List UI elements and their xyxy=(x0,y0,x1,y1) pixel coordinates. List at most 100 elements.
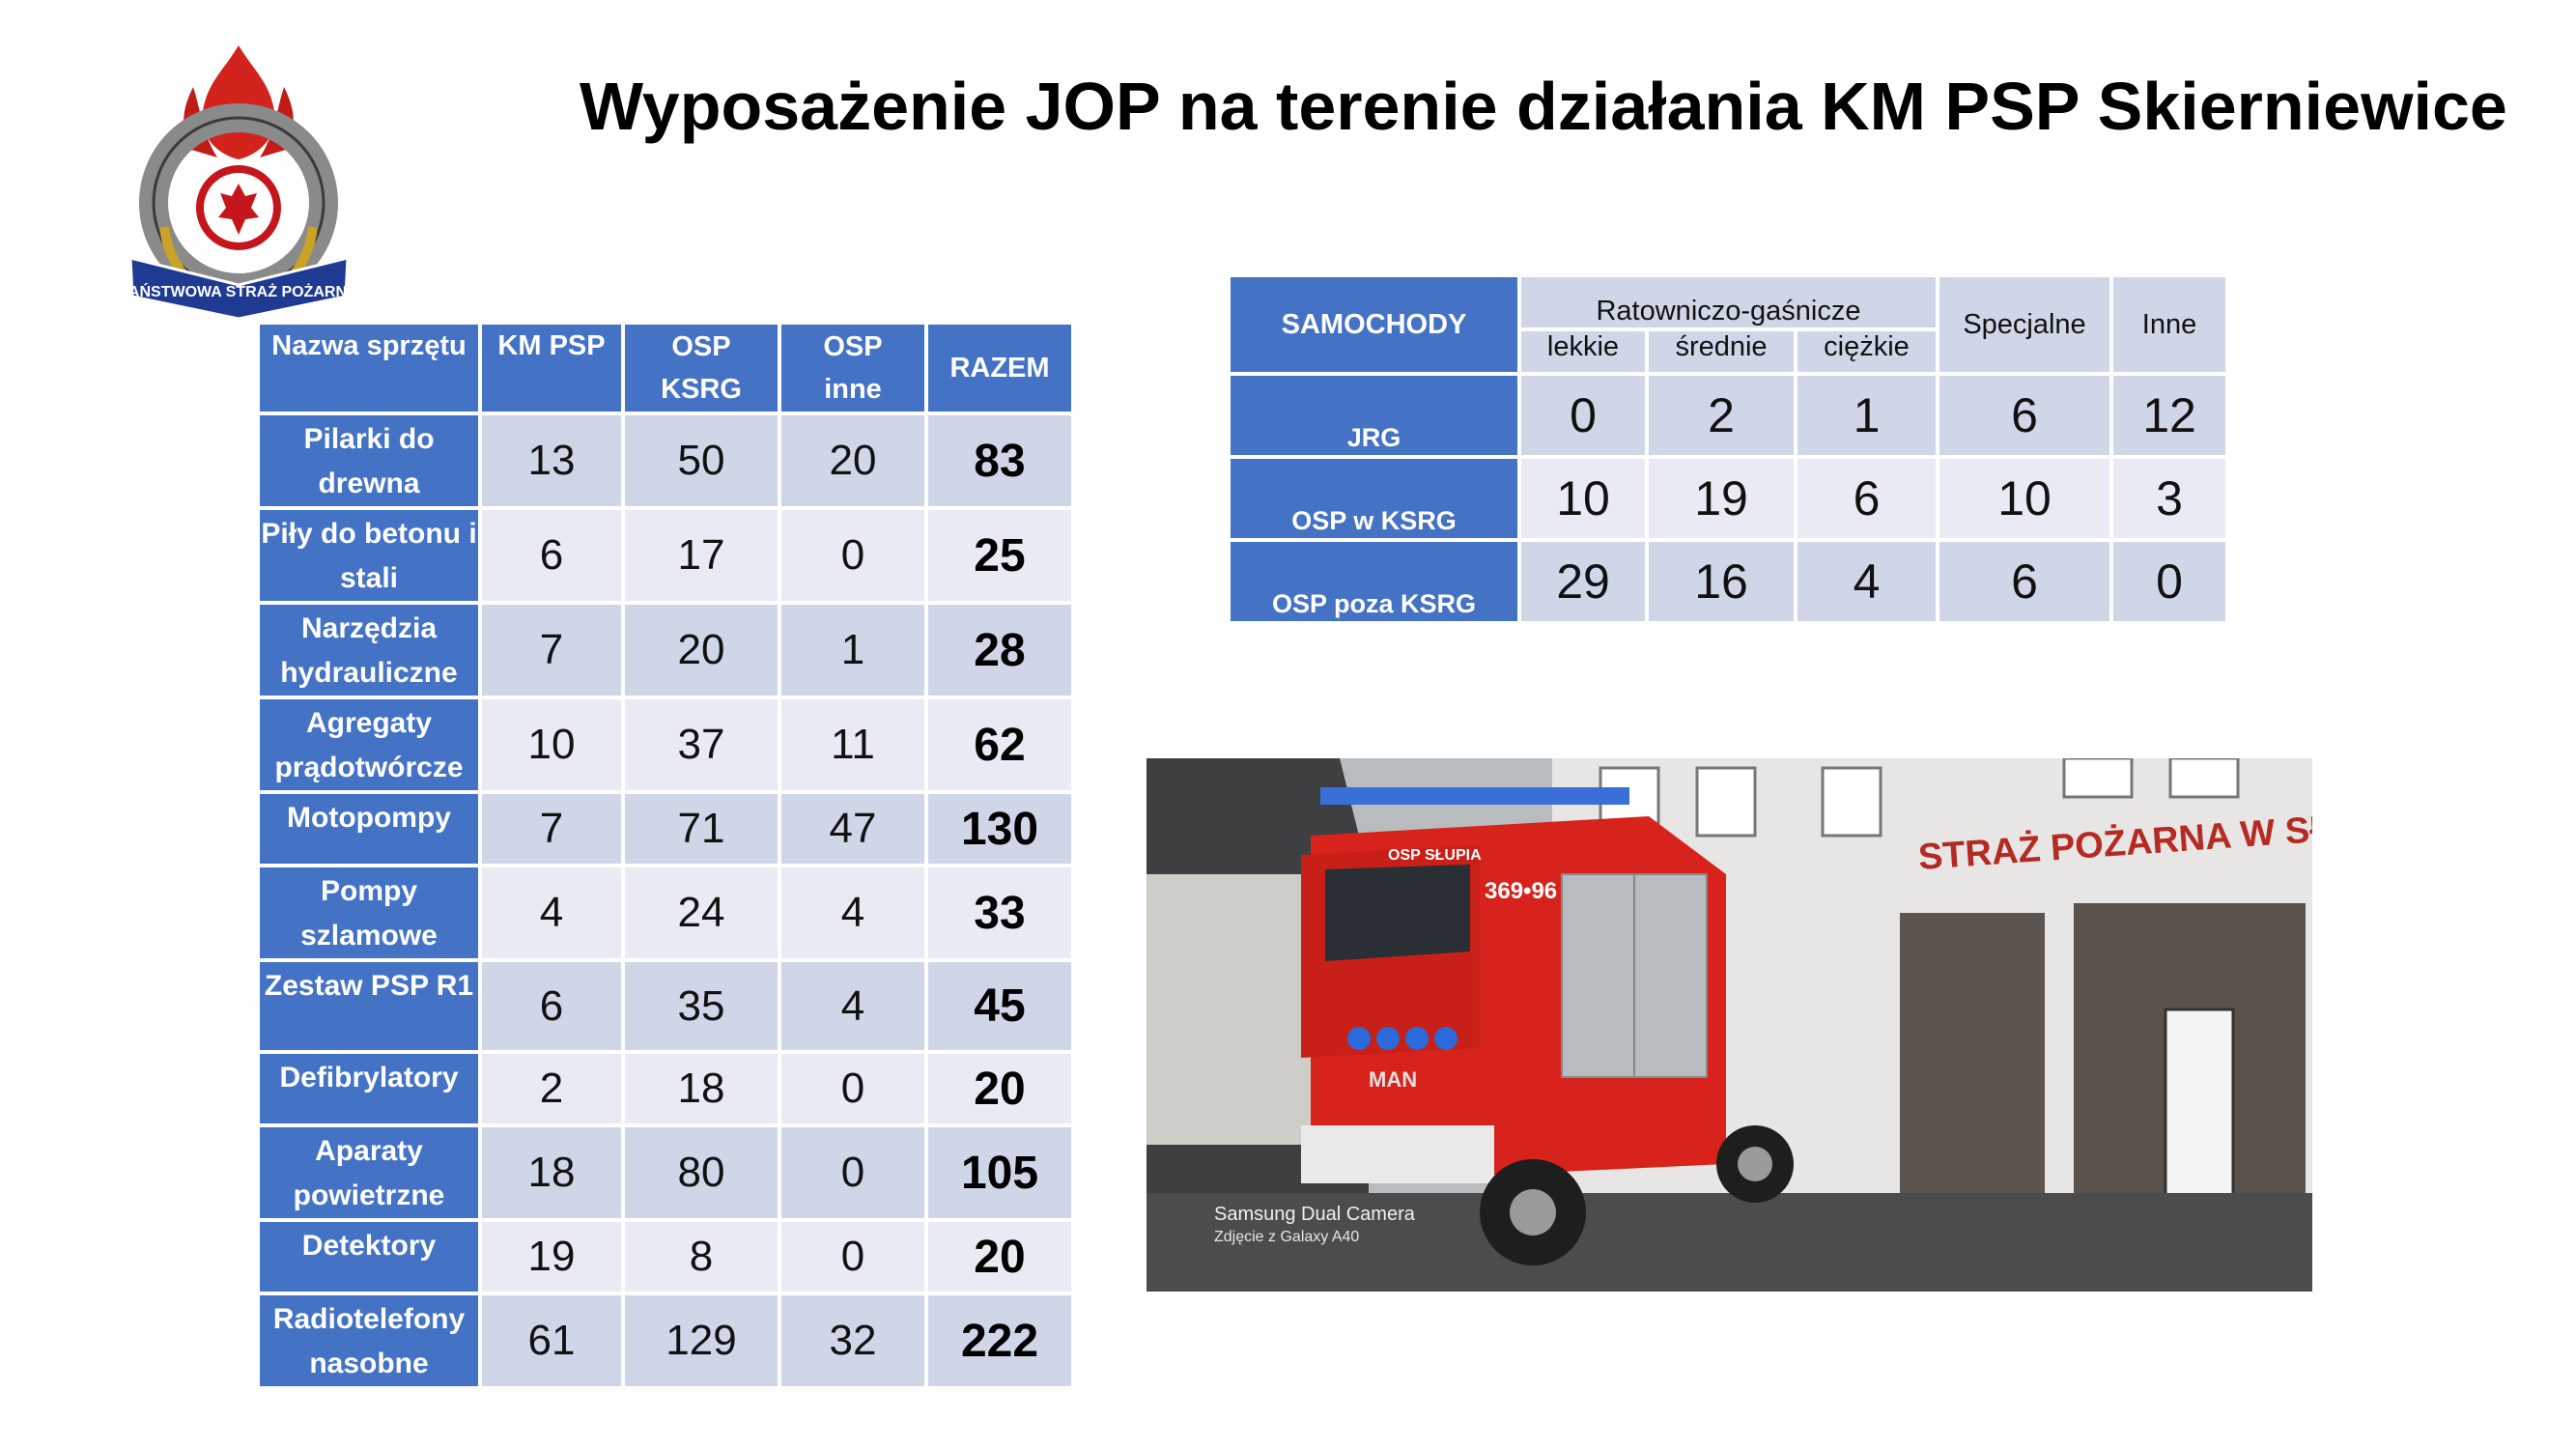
row-name: Detektory xyxy=(260,1222,478,1292)
value-lekkie: 29 xyxy=(1521,542,1645,621)
header-ciezkie: ciężkie xyxy=(1798,331,1936,372)
value-km-psp: 61 xyxy=(482,1295,621,1386)
header-srednie: średnie xyxy=(1649,331,1794,372)
row-name: Piły do betonu i stali xyxy=(260,510,478,601)
header-inne: Inne xyxy=(2113,277,2225,372)
row-name: JRG xyxy=(1231,376,1517,455)
value-osp-inne: 11 xyxy=(781,699,924,790)
value-inne: 12 xyxy=(2113,376,2225,455)
value-srednie: 19 xyxy=(1649,459,1794,538)
value-osp-inne: 4 xyxy=(781,962,924,1050)
value-osp-inne: 0 xyxy=(781,1127,924,1218)
value-osp-inne: 0 xyxy=(781,1222,924,1292)
header-osp-inne: OSP inne xyxy=(781,325,924,412)
value-osp-ksrg: 17 xyxy=(625,510,778,601)
value-km-psp: 13 xyxy=(482,415,621,506)
table-row: OSP w KSRG 10 19 6 10 3 xyxy=(1231,459,2225,538)
vehicles-subheader-row: lekkie średnie ciężkie xyxy=(1231,331,2225,372)
row-name: Radiotelefony nasobne xyxy=(260,1295,478,1386)
value-km-psp: 7 xyxy=(482,605,621,696)
header-ratowniczo-gasnicze: Ratowniczo-gaśnicze xyxy=(1521,277,1936,327)
value-osp-ksrg: 80 xyxy=(625,1127,778,1218)
value-km-psp: 10 xyxy=(482,699,621,790)
value-razem: 222 xyxy=(928,1295,1071,1386)
header-razem: RAZEM xyxy=(928,325,1071,412)
row-name: OSP poza KSRG xyxy=(1231,542,1517,621)
psp-logo: PAŃSTWOWA STRAŻ POŻARNA xyxy=(126,45,353,321)
header-osp-ksrg: OSP KSRG xyxy=(625,325,778,412)
value-osp-ksrg: 24 xyxy=(625,867,778,958)
row-name: Narzędzia hydrauliczne xyxy=(260,605,478,696)
truck-number: 369•96 xyxy=(1485,878,1557,904)
value-osp-inne: 0 xyxy=(781,510,924,601)
row-name: Aparaty powietrzne xyxy=(260,1127,478,1218)
value-razem: 28 xyxy=(928,605,1071,696)
value-razem: 20 xyxy=(928,1054,1071,1123)
vehicles-table: SAMOCHODY Ratowniczo-gaśnicze Specjalne … xyxy=(1227,273,2229,625)
value-razem: 20 xyxy=(928,1222,1071,1292)
value-osp-inne: 47 xyxy=(781,794,924,864)
vehicles-header-row: SAMOCHODY Ratowniczo-gaśnicze Specjalne … xyxy=(1231,277,2225,372)
value-osp-inne: 0 xyxy=(781,1054,924,1123)
value-specjalne: 6 xyxy=(1939,542,2109,621)
value-razem: 83 xyxy=(928,415,1071,506)
table-row: Radiotelefony nasobne 61 129 32 222 xyxy=(260,1295,1071,1386)
value-srednie: 2 xyxy=(1649,376,1794,455)
value-ciezkie: 6 xyxy=(1798,459,1936,538)
page-title: Wyposażenie JOP na terenie działania KM … xyxy=(580,69,2507,144)
row-name: Pilarki do drewna xyxy=(260,415,478,506)
table-row: OSP poza KSRG 29 16 4 6 0 xyxy=(1231,542,2225,621)
value-osp-ksrg: 129 xyxy=(625,1295,778,1386)
row-name: Pompy szlamowe xyxy=(260,867,478,958)
value-osp-ksrg: 18 xyxy=(625,1054,778,1123)
table-row: Detektory 19 8 0 20 xyxy=(260,1222,1071,1292)
value-osp-inne: 20 xyxy=(781,415,924,506)
value-km-psp: 2 xyxy=(482,1054,621,1123)
table-row: Pompy szlamowe 4 24 4 33 xyxy=(260,867,1071,958)
header-km-psp: KM PSP xyxy=(482,325,621,412)
table-row: Aparaty powietrzne 18 80 0 105 xyxy=(260,1127,1071,1218)
value-km-psp: 18 xyxy=(482,1127,621,1218)
header-name: Nazwa sprzętu xyxy=(260,325,478,412)
row-name: Motopompy xyxy=(260,794,478,864)
header-samochody: SAMOCHODY xyxy=(1231,277,1517,372)
value-srednie: 16 xyxy=(1649,542,1794,621)
row-name: Zestaw PSP R1 xyxy=(260,962,478,1050)
truck-label: OSP SŁUPIA xyxy=(1388,847,1482,864)
value-lekkie: 10 xyxy=(1521,459,1645,538)
table-row: Narzędzia hydrauliczne 7 20 1 28 xyxy=(260,605,1071,696)
table-row: JRG 0 2 1 6 12 xyxy=(1231,376,2225,455)
value-osp-ksrg: 35 xyxy=(625,962,778,1050)
value-osp-inne: 32 xyxy=(781,1295,924,1386)
value-km-psp: 6 xyxy=(482,962,621,1050)
header-lekkie: lekkie xyxy=(1521,331,1645,372)
table-row: Zestaw PSP R1 6 35 4 45 xyxy=(260,962,1071,1050)
value-razem: 105 xyxy=(928,1127,1071,1218)
value-lekkie: 0 xyxy=(1521,376,1645,455)
table-row: Pilarki do drewna 13 50 20 83 xyxy=(260,415,1071,506)
value-osp-inne: 4 xyxy=(781,867,924,958)
value-razem: 33 xyxy=(928,867,1071,958)
value-km-psp: 7 xyxy=(482,794,621,864)
value-ciezkie: 1 xyxy=(1798,376,1936,455)
table-row: Defibrylatory 2 18 0 20 xyxy=(260,1054,1071,1123)
table-row: Piły do betonu i stali 6 17 0 25 xyxy=(260,510,1071,601)
watermark-device: Zdjęcie z Galaxy A40 xyxy=(1214,1229,1359,1245)
fire-truck-photo: STRAŻ POŻARNA W SŁUPI 369•96 OSP SŁUPIA … xyxy=(1146,758,2312,1292)
value-razem: 130 xyxy=(928,794,1071,864)
row-name: Agregaty prądotwórcze xyxy=(260,699,478,790)
row-name: Defibrylatory xyxy=(260,1054,478,1123)
value-osp-ksrg: 71 xyxy=(625,794,778,864)
equipment-header-row: Nazwa sprzętu KM PSP OSP KSRG OSP inne R… xyxy=(260,325,1071,412)
value-osp-ksrg: 20 xyxy=(625,605,778,696)
value-specjalne: 6 xyxy=(1939,376,2109,455)
value-osp-inne: 1 xyxy=(781,605,924,696)
value-km-psp: 19 xyxy=(482,1222,621,1292)
logo-text: PAŃSTWOWA STRAŻ POŻARNA xyxy=(126,282,353,300)
equipment-table: Nazwa sprzętu KM PSP OSP KSRG OSP inne R… xyxy=(256,321,1075,1390)
value-km-psp: 4 xyxy=(482,867,621,958)
watermark-camera: Samsung Dual Camera xyxy=(1214,1204,1416,1225)
value-razem: 45 xyxy=(928,962,1071,1050)
value-inne: 3 xyxy=(2113,459,2225,538)
value-razem: 25 xyxy=(928,510,1071,601)
